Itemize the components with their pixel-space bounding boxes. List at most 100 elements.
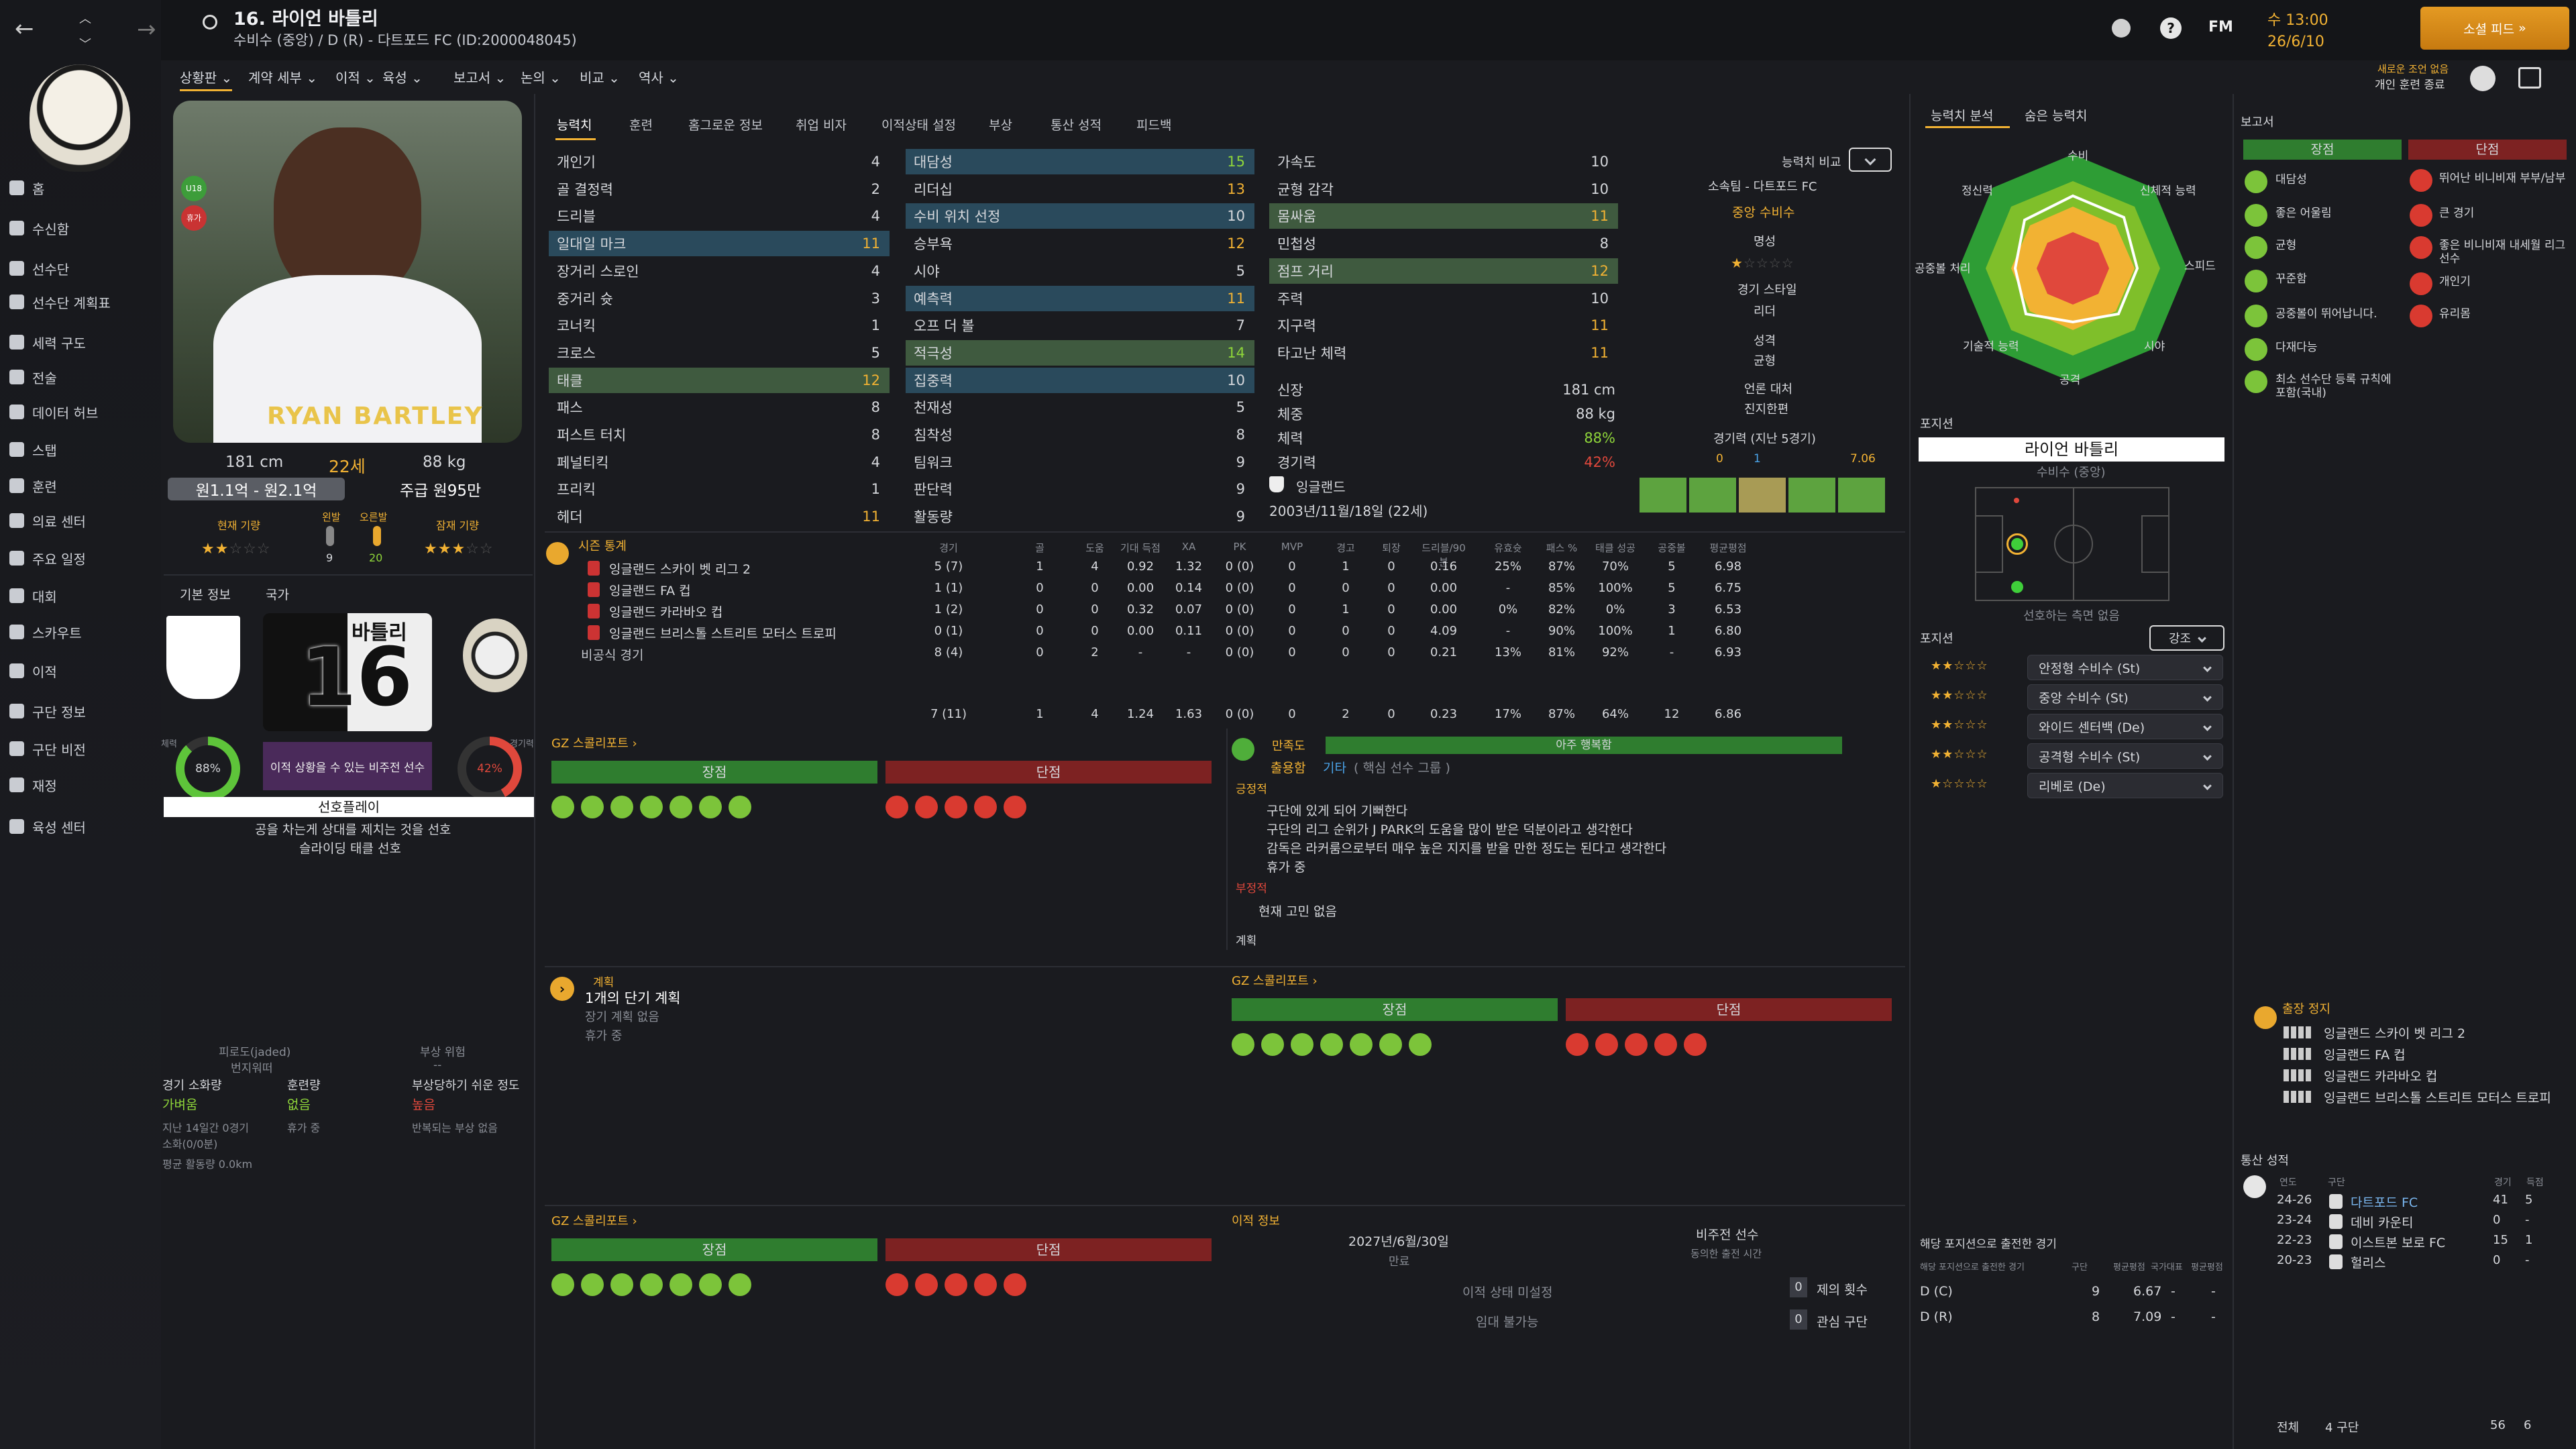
profile-tab[interactable]: 피드백 <box>1136 118 1172 133</box>
tab-nation[interactable]: 국가 <box>266 588 289 602</box>
sidebar-item[interactable]: 이적 <box>9 657 57 684</box>
sidebar-item[interactable]: 스탭 <box>9 436 57 463</box>
stats-icon <box>546 542 569 565</box>
scout-report-title[interactable]: GZ 스콜리포트 › <box>551 1214 637 1228</box>
sidebar-item[interactable]: 선수단 계획표 <box>9 288 111 315</box>
attribute-row: 오프 더 볼 7 <box>906 313 1254 338</box>
sidebar-item[interactable]: 대회 <box>9 582 57 609</box>
career-apps: 41 <box>2493 1193 2508 1207</box>
profile-tab[interactable]: 능력치 <box>557 118 592 133</box>
profile-tab[interactable]: 통산 성적 <box>1051 118 1102 133</box>
menu-item[interactable]: 계약 세부 ⌄ <box>248 70 318 86</box>
down-arrow-icon[interactable]: ﹀ <box>79 38 91 52</box>
search-icon[interactable] <box>203 15 217 30</box>
help-icon[interactable]: ? <box>2160 17 2182 39</box>
compare-dropdown[interactable] <box>1849 148 1892 172</box>
menu-item[interactable]: 비교 ⌄ <box>580 70 620 86</box>
attribute-row: 개인기 4 <box>549 149 890 174</box>
stats-competition[interactable]: 잉글랜드 FA 컵 <box>609 584 691 598</box>
sidebar-item[interactable]: 훈련 <box>9 472 57 499</box>
layout-icon[interactable] <box>2518 67 2541 89</box>
up-arrow-icon[interactable]: ︿ <box>79 12 91 26</box>
tab-hidden-attributes[interactable]: 숨은 능력치 <box>2025 109 2088 123</box>
role-select[interactable]: 와이드 센터백 (De) <box>2027 714 2223 739</box>
menu-item[interactable]: 상황판 ⌄ <box>180 67 233 91</box>
strengths-dropdown[interactable]: 강조 <box>2149 625 2224 651</box>
transfer-title[interactable]: 이적 정보 <box>1232 1214 1280 1228</box>
career-club[interactable]: 헐리스 <box>2351 1256 2386 1271</box>
role-select[interactable]: 공격형 수비수 (St) <box>2027 743 2223 769</box>
profile-tab[interactable]: 취업 비자 <box>796 118 847 133</box>
profile-tab[interactable]: 훈련 <box>629 118 653 133</box>
weakness-icon <box>945 1273 967 1296</box>
stats-cell: 0.07 <box>1175 602 1203 616</box>
avatar-icon[interactable] <box>2470 66 2496 91</box>
career-club[interactable]: 이스트본 보로 FC <box>2351 1236 2446 1250</box>
competition-icon <box>588 582 600 597</box>
u18-badge: U18 <box>181 176 207 201</box>
attribute-row: 팀워크 9 <box>906 449 1254 475</box>
attribute-row: 집중력 10 <box>906 367 1254 393</box>
report-con-text: 큰 경기 <box>2439 207 2475 220</box>
sidebar-item[interactable]: 선수단 <box>9 255 69 282</box>
scout-report-title[interactable]: GZ 스콜리포트 › <box>551 737 637 751</box>
role-stars: ★★☆☆☆ <box>1931 747 1988 761</box>
career-total-goals: 6 <box>2524 1418 2532 1432</box>
stats-competition[interactable]: 잉글랜드 스카이 벳 리그 2 <box>609 562 751 577</box>
profile-tab[interactable]: 홈그로운 정보 <box>688 118 763 133</box>
chevron-down-icon <box>2203 751 2212 761</box>
tab-attribute-analysis[interactable]: 능력치 분석 <box>1931 109 1994 123</box>
sidebar-item[interactable]: 스카우트 <box>9 619 82 645</box>
condition-ring: 88% <box>176 737 240 801</box>
menu-item[interactable]: 역사 ⌄ <box>639 70 679 86</box>
menu-item[interactable]: 논의 ⌄ <box>521 70 561 86</box>
forward-icon[interactable]: → <box>137 16 156 43</box>
sidebar-item[interactable]: 주요 일정 <box>9 545 86 572</box>
stats-header: XA <box>1181 541 1196 553</box>
continue-button[interactable]: 소셜 피드 » <box>2420 7 2569 50</box>
menu-item[interactable]: 육성 ⌄ <box>382 70 423 86</box>
sidebar-item[interactable]: 구단 정보 <box>9 698 86 724</box>
sidebar-item[interactable]: 의료 센터 <box>9 507 86 534</box>
no-repeat-injury: 반복되는 부상 없음 <box>412 1122 498 1134</box>
career-year: 22-23 <box>2277 1233 2312 1247</box>
sidebar-item[interactable]: 재정 <box>9 771 57 798</box>
sidebar-item[interactable]: 육성 센터 <box>9 813 86 840</box>
tab-basic-info[interactable]: 기본 정보 <box>180 588 231 602</box>
stats-competition[interactable]: 잉글랜드 브리스톨 스트리트 모터스 트로피 <box>609 627 837 641</box>
career-club[interactable]: 데비 카운티 <box>2351 1216 2414 1230</box>
profile-tab[interactable]: 이적상태 설정 <box>881 118 956 133</box>
report-pro-icon <box>2245 170 2267 193</box>
roles-label[interactable]: 포지션 <box>1920 632 1953 646</box>
plan-sub-2: 휴가 중 <box>585 1029 623 1043</box>
sidebar-item[interactable]: 전술 <box>9 364 57 390</box>
sidebar-item[interactable]: 홈 <box>9 174 44 201</box>
sidebar-item[interactable]: 데이터 허브 <box>9 398 98 425</box>
sidebar-item[interactable]: 수신함 <box>9 215 69 241</box>
role-select[interactable]: 리베로 (De) <box>2027 773 2223 798</box>
season-stats-title[interactable]: 시즌 통계 <box>578 539 627 553</box>
scout-report-title[interactable]: GZ 스콜리포트 › <box>1232 974 1318 988</box>
stats-cell: 82% <box>1548 602 1575 616</box>
career-club-link[interactable]: 다트포드 FC <box>2351 1195 2418 1210</box>
sidebar-item[interactable]: 구단 비전 <box>9 735 86 762</box>
sidebar-item[interactable]: 세력 구도 <box>9 329 86 356</box>
stats-header: 태클 성공 <box>1595 542 1635 554</box>
ball-icon[interactable] <box>2112 19 2131 38</box>
shirt-name: RYAN BARTLEY <box>267 402 484 430</box>
profile-tab[interactable]: 부상 <box>989 118 1012 133</box>
role-select[interactable]: 중앙 수비수 (St) <box>2027 684 2223 710</box>
stats-competition[interactable]: 잉글랜드 카라바오 컵 <box>609 605 723 620</box>
menu-item[interactable]: 이적 ⌄ <box>335 70 376 86</box>
sidebar-item-label: 구단 비전 <box>32 741 86 758</box>
sidebar-icon <box>9 625 24 639</box>
career-goals: 1 <box>2525 1233 2533 1247</box>
attribute-name: 프리킥 <box>557 482 596 498</box>
career-apps: 15 <box>2493 1233 2508 1247</box>
role-select[interactable]: 안정형 수비수 (St) <box>2027 655 2223 680</box>
menu-item[interactable]: 보고서 ⌄ <box>453 70 506 86</box>
back-icon[interactable]: ← <box>15 15 34 42</box>
sidebar-item-label: 대회 <box>32 588 57 605</box>
fm-logo[interactable]: FM <box>2208 19 2233 36</box>
stats-cell: 0 (1) <box>934 624 963 638</box>
